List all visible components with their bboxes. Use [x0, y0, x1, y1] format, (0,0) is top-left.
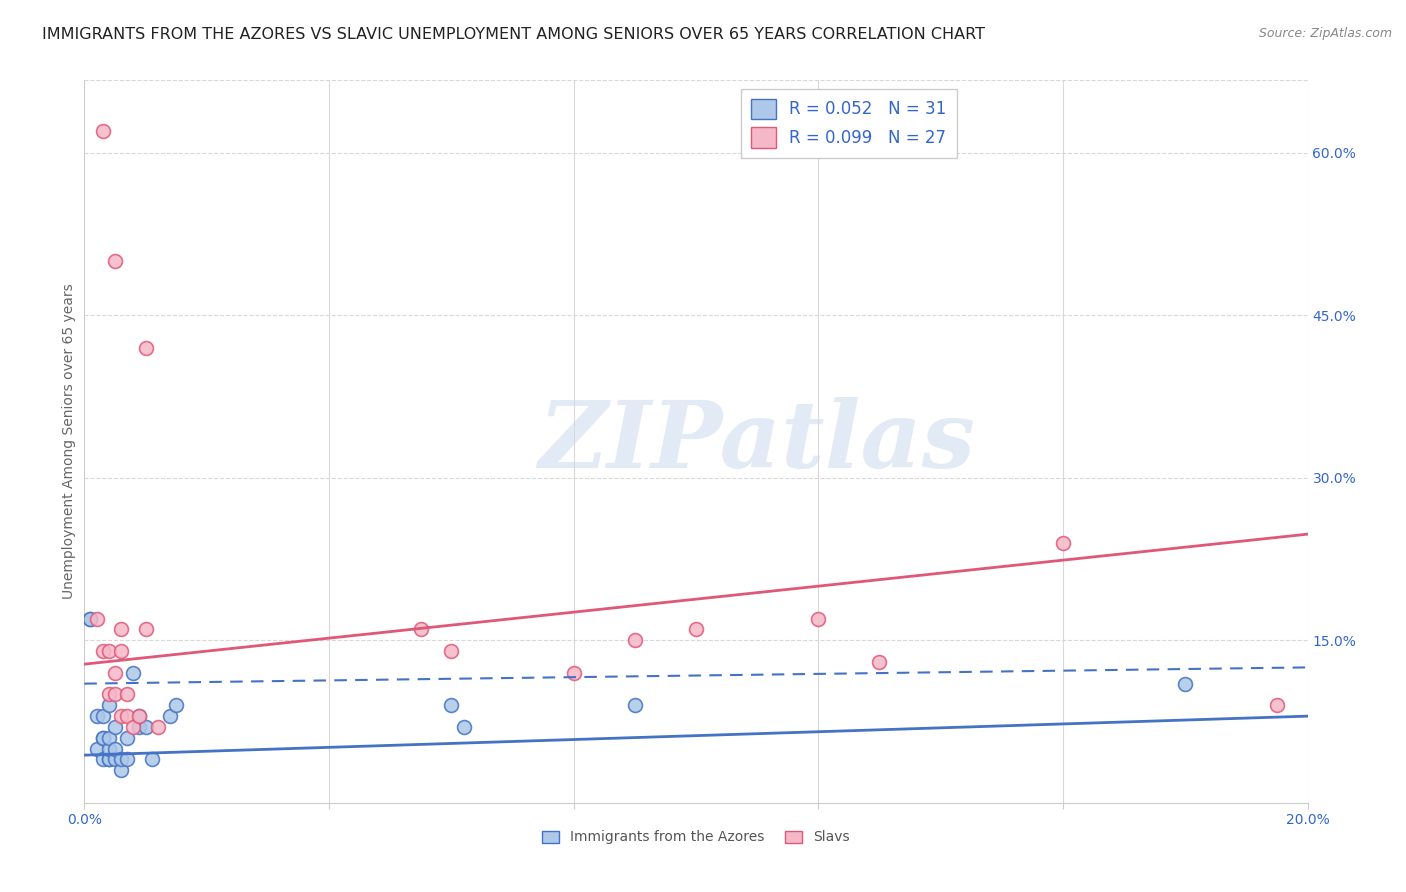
Point [562, 665, 585, 680]
Point [86, 612, 108, 626]
Point [91, 731, 114, 745]
Point [97, 688, 120, 702]
Point [104, 752, 127, 766]
Point [135, 623, 157, 637]
Point [91, 644, 114, 658]
Point [97, 731, 120, 745]
Point [79, 612, 101, 626]
Point [104, 688, 127, 702]
Point [104, 741, 127, 756]
Point [165, 698, 187, 713]
Legend: Immigrants from the Azores, Slavs: Immigrants from the Azores, Slavs [537, 825, 855, 850]
Point [79, 612, 101, 626]
Point [91, 752, 114, 766]
Point [440, 644, 463, 658]
Point [110, 623, 132, 637]
Text: ZIPatlas: ZIPatlas [538, 397, 976, 486]
Point [135, 720, 157, 734]
Point [115, 709, 138, 723]
Point [869, 655, 891, 669]
Point [110, 764, 132, 778]
Point [122, 720, 145, 734]
Point [97, 752, 120, 766]
Point [624, 633, 647, 648]
Text: Source: ZipAtlas.com: Source: ZipAtlas.com [1258, 27, 1392, 40]
Point [440, 698, 463, 713]
Point [115, 752, 138, 766]
Point [1174, 676, 1197, 690]
Point [97, 644, 120, 658]
Point [128, 709, 150, 723]
Point [128, 709, 150, 723]
Point [110, 709, 132, 723]
Point [86, 709, 108, 723]
Point [115, 731, 138, 745]
Y-axis label: Unemployment Among Seniors over 65 years: Unemployment Among Seniors over 65 years [62, 284, 76, 599]
Point [128, 720, 150, 734]
Point [135, 341, 157, 355]
Point [115, 688, 138, 702]
Point [104, 665, 127, 680]
Point [97, 741, 120, 756]
Point [97, 698, 120, 713]
Point [159, 709, 181, 723]
Point [91, 731, 114, 745]
Point [86, 741, 108, 756]
Point [1052, 536, 1074, 550]
Point [104, 720, 127, 734]
Point [409, 623, 432, 637]
Point [807, 612, 830, 626]
Point [685, 623, 707, 637]
Point [453, 720, 475, 734]
Point [110, 752, 132, 766]
Point [122, 665, 145, 680]
Point [146, 720, 169, 734]
Point [1265, 698, 1288, 713]
Point [91, 709, 114, 723]
Point [624, 698, 647, 713]
Point [141, 752, 163, 766]
Text: IMMIGRANTS FROM THE AZORES VS SLAVIC UNEMPLOYMENT AMONG SENIORS OVER 65 YEARS CO: IMMIGRANTS FROM THE AZORES VS SLAVIC UNE… [42, 27, 986, 42]
Point [97, 752, 120, 766]
Point [104, 254, 127, 268]
Point [91, 124, 114, 138]
Point [110, 644, 132, 658]
